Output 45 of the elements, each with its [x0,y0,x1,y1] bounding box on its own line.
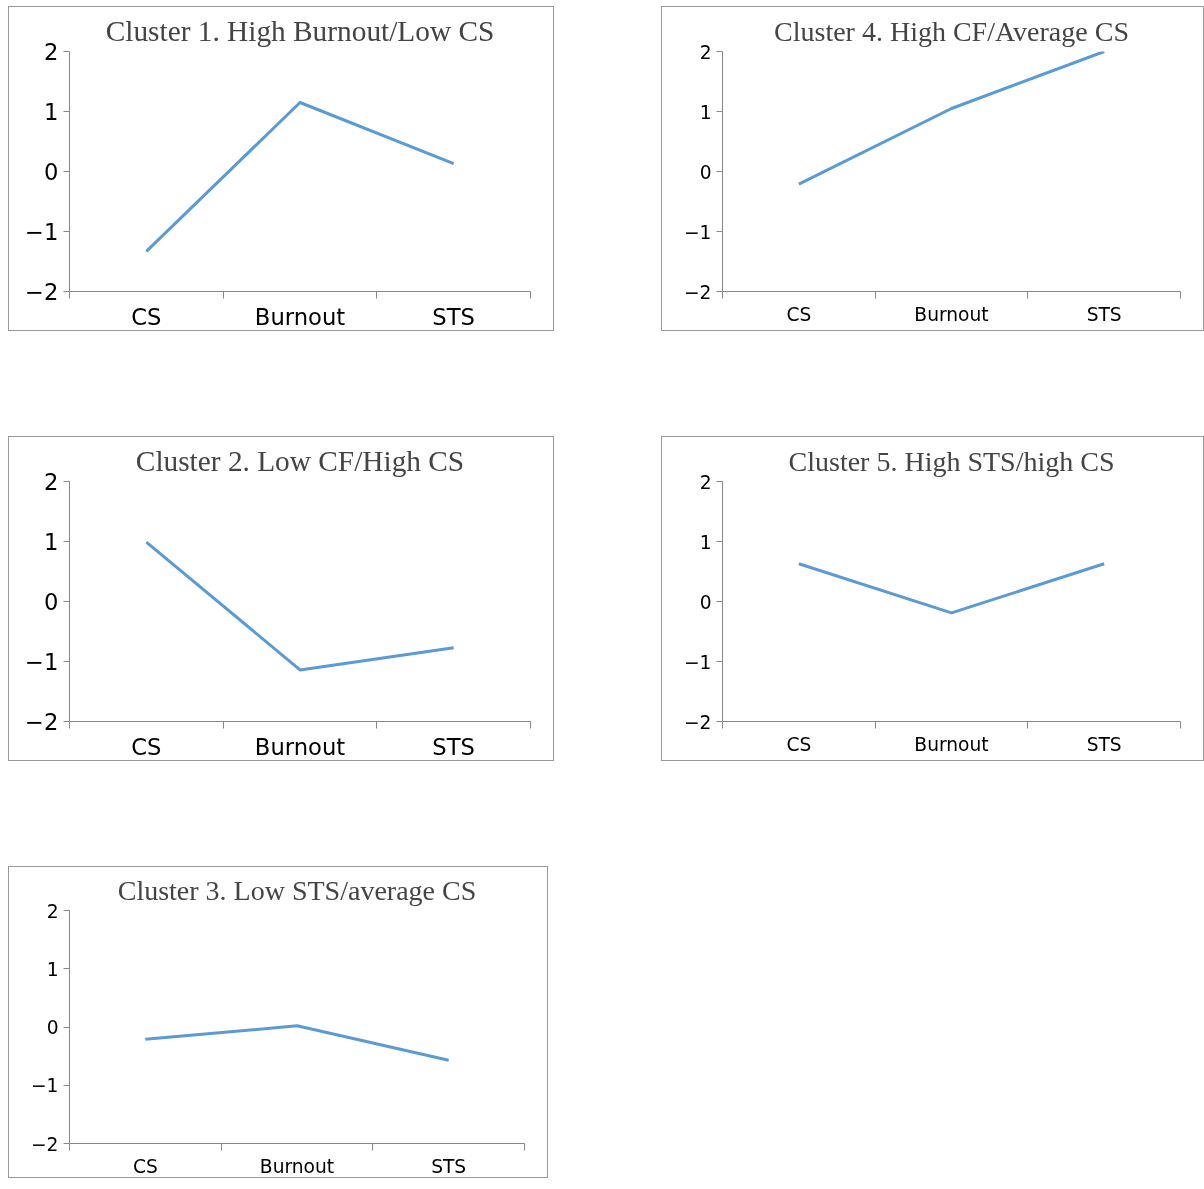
x-tick-label: STS [1086,303,1122,325]
chart-title: Cluster 2. Low CF/High CS [135,444,465,477]
y-tick-label: 0 [699,591,712,613]
y-tick-label: 1 [699,101,712,123]
y-tick-label: 0 [699,161,712,183]
y-tick-label: −2 [31,1133,59,1155]
y-tick-label: −2 [25,279,59,305]
y-tick-label: −1 [684,651,712,673]
y-tick-label: −2 [684,711,712,733]
y-tick-label: −1 [25,649,59,675]
chart-title: Cluster 3. Low STS/average CS [117,874,477,906]
y-tick-label: −2 [684,281,712,303]
x-tick-label: STS [431,1155,467,1177]
x-tick-label: STS [1086,733,1122,755]
y-tick-label: 2 [699,471,712,493]
x-tick-label: Burnout [914,733,989,755]
x-tick-label: Burnout [259,1155,335,1177]
y-tick-label: 2 [44,39,59,65]
x-tick-label: CS [131,733,162,760]
y-tick-label: 2 [44,469,59,495]
y-tick-label: −1 [684,221,712,243]
x-tick-label: CS [786,733,812,755]
chart-title: Cluster 1. High Burnout/Low CS [105,14,495,47]
x-tick-label: Burnout [254,733,346,760]
y-tick-label: 1 [44,529,59,555]
y-tick-label: −1 [31,1075,59,1097]
x-tick-label: Burnout [254,303,346,330]
x-tick-label: STS [432,733,475,760]
chart-title: Cluster 5. High STS/high CS [788,445,1115,477]
x-tick-label: STS [432,303,475,330]
y-tick-label: 0 [46,1017,59,1038]
y-tick-label: 1 [46,958,59,980]
y-tick-label: 1 [699,531,712,553]
x-tick-label: CS [131,303,162,330]
chart-title: Cluster 4. High CF/Average CS [774,15,1129,47]
y-tick-label: 1 [44,99,59,125]
y-tick-label: −2 [25,709,59,735]
y-tick-label: 0 [44,589,59,615]
y-tick-label: −1 [25,219,59,245]
y-tick-label: 2 [699,41,712,63]
y-tick-label: 0 [44,159,59,185]
x-tick-label: CS [786,303,812,325]
y-tick-label: 2 [46,900,59,922]
x-tick-label: CS [132,1155,158,1177]
x-tick-label: Burnout [914,303,989,325]
